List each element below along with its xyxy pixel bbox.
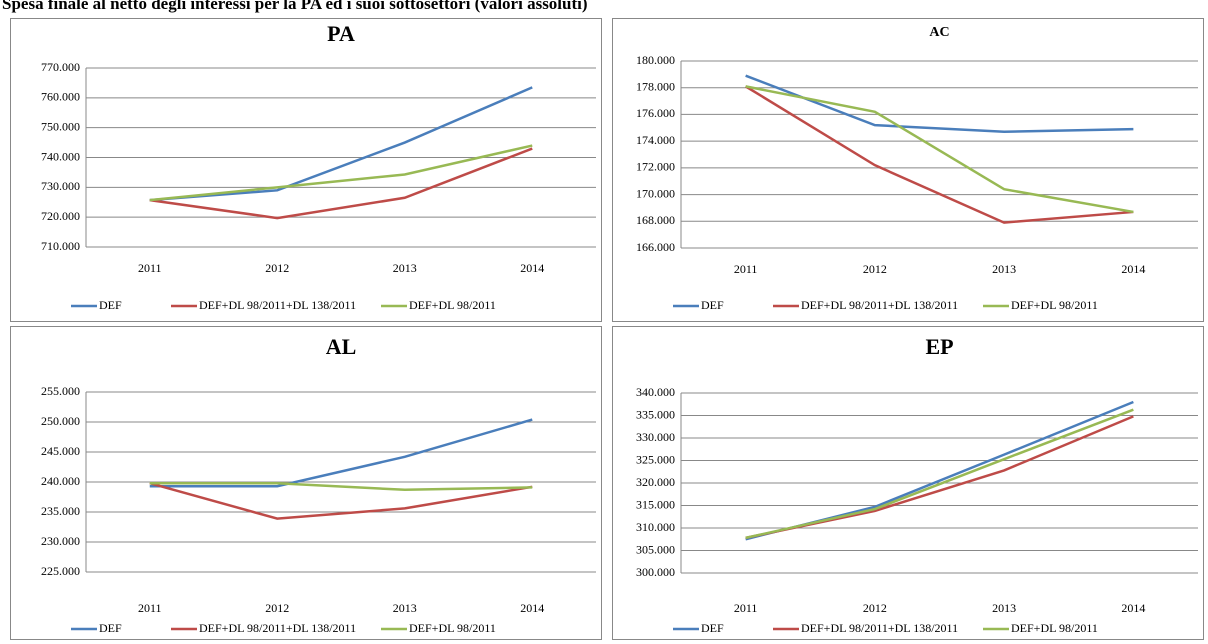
y-tick-label: 172.000 [636,160,675,174]
series-line [745,415,1134,540]
y-tick-label: 335.000 [636,407,675,421]
y-tick-label: 760.000 [41,90,80,104]
chart: EP 300.000 305.000 310.000 315.000 320.000 325… [636,334,1198,635]
legend-label: DEF [99,298,122,312]
y-tick-label: 180.000 [636,53,675,67]
y-tick-label: 168.000 [636,213,675,227]
y-tick-label: 245.000 [41,444,80,458]
x-tick-label: 2013 [992,601,1016,615]
x-tick-label: 2013 [393,601,417,615]
x-tick-label: 2013 [393,261,417,275]
series-line [149,418,533,488]
y-tick-label: 235.000 [41,504,80,518]
chart: AL 225.000 230.000 235.000 240.000 245.000 250… [41,334,596,635]
x-tick-label: 2012 [265,601,289,615]
y-tick-label: 305.000 [636,542,675,556]
y-tick-label: 240.000 [41,474,80,488]
x-tick-label: 2012 [265,261,289,275]
legend-label: DEF+DL 98/2011 [409,621,496,635]
chart-panel: AL 225.000 230.000 235.000 240.000 245.000 250… [10,326,602,640]
series-line [745,400,1134,541]
x-tick-label: 2011 [734,601,758,615]
x-tick-label: 2014 [520,261,544,275]
legend-label: DEF+DL 98/2011+DL 138/2011 [199,621,356,635]
y-tick-label: 250.000 [41,414,80,428]
y-tick-label: 310.000 [636,520,675,534]
y-tick-label: 750.000 [41,119,80,133]
x-tick-label: 2012 [863,601,887,615]
y-tick-label: 166.000 [636,240,675,254]
x-tick-label: 2011 [138,261,162,275]
chart-title: AC [929,25,949,40]
y-tick-label: 770.000 [41,60,80,74]
chart-title: EP [925,334,953,359]
legend-label: DEF+DL 98/2011 [1011,621,1098,635]
y-tick-label: 340.000 [636,385,675,399]
series-line [149,144,533,202]
x-tick-label: 2014 [520,601,544,615]
y-tick-label: 740.000 [41,149,80,163]
series-line [745,85,1134,214]
x-tick-label: 2013 [992,262,1016,276]
series-line [745,74,1134,134]
legend-label: DEF [99,621,122,635]
legend-label: DEF+DL 98/2011 [1011,298,1098,312]
y-tick-label: 225.000 [41,564,80,578]
y-tick-label: 174.000 [636,133,675,147]
y-tick-label: 230.000 [41,534,80,548]
y-tick-label: 176.000 [636,106,675,120]
chart: AC 166.000 168.000 170.000 172.000 174.000 176… [636,25,1198,312]
series-line [149,481,533,520]
legend-label: DEF+DL 98/2011+DL 138/2011 [801,298,958,312]
x-tick-label: 2014 [1121,262,1145,276]
y-tick-label: 330.000 [636,430,675,444]
legend-label: DEF+DL 98/2011 [409,298,496,312]
x-tick-label: 2011 [138,601,162,615]
y-tick-label: 315.000 [636,497,675,511]
y-tick-label: 255.000 [41,384,80,398]
series-line [745,408,1134,540]
series-line [744,85,1134,224]
chart-title: AL [326,334,357,359]
series-line [149,481,533,492]
x-tick-label: 2012 [863,262,887,276]
y-tick-label: 710.000 [41,239,80,253]
chart-panel: AC 166.000 168.000 170.000 172.000 174.000 176… [612,18,1204,322]
page-title: Spesa finale al netto degli interessi pe… [2,0,588,13]
series-line [149,147,533,220]
y-tick-label: 300.000 [636,565,675,579]
chart-panel: EP 300.000 305.000 310.000 315.000 320.000 325… [612,326,1204,640]
x-tick-label: 2011 [734,262,758,276]
series-line [149,86,533,202]
legend-label: DEF [701,298,724,312]
y-tick-label: 320.000 [636,475,675,489]
y-tick-label: 178.000 [636,79,675,93]
y-tick-label: 730.000 [41,179,80,193]
x-tick-label: 2014 [1121,601,1145,615]
y-tick-label: 170.000 [636,186,675,200]
legend-label: DEF+DL 98/2011+DL 138/2011 [801,621,958,635]
y-tick-label: 325.000 [636,452,675,466]
legend-label: DEF [701,621,724,635]
legend-label: DEF+DL 98/2011+DL 138/2011 [199,298,356,312]
y-tick-label: 720.000 [41,209,80,223]
chart-title: PA [327,21,355,46]
chart-panel: PA 710.000 720.000 730.000 740.000 750.000 760… [10,18,602,322]
chart: PA 710.000 720.000 730.000 740.000 750.000 760… [41,21,596,312]
